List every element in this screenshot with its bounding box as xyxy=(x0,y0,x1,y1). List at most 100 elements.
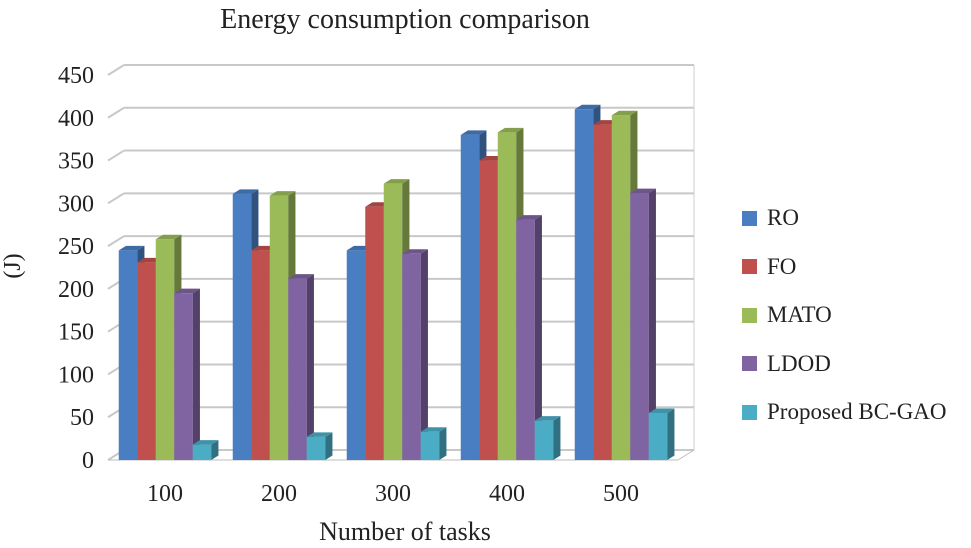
bar-top xyxy=(648,408,675,413)
legend-item: FO xyxy=(742,243,947,292)
bar-top xyxy=(155,234,182,240)
bar-front xyxy=(174,293,193,460)
legend-label: MATO xyxy=(767,302,832,328)
bar-top xyxy=(534,416,561,421)
gridline-depth xyxy=(107,149,125,162)
legend-swatch xyxy=(742,259,757,275)
y-tick-label: 100 xyxy=(58,362,94,388)
y-tick-label: 350 xyxy=(58,149,94,175)
x-tick-label: 300 xyxy=(375,481,411,507)
legend-item: RO xyxy=(742,194,947,243)
bar-front xyxy=(574,109,594,460)
legend-swatch xyxy=(742,307,757,323)
bar-front xyxy=(648,412,668,460)
bar-side xyxy=(192,288,200,460)
bar-top xyxy=(174,288,200,294)
bar-top xyxy=(497,127,524,133)
bar-top xyxy=(269,191,296,196)
y-tick-label: 300 xyxy=(58,191,94,217)
y-tick-label: 50 xyxy=(70,405,94,431)
bar-front xyxy=(534,420,554,460)
bar-ldod-400 xyxy=(516,215,542,460)
legend-label: LDOD xyxy=(767,350,831,376)
bar-front xyxy=(155,239,175,460)
bar-proposed-bc-gao-400 xyxy=(534,416,561,460)
gridline xyxy=(107,64,694,76)
x-tick-label: 100 xyxy=(147,481,183,507)
bar-top xyxy=(288,274,314,279)
gridline-depth xyxy=(107,192,125,205)
y-tick-label: 200 xyxy=(58,277,94,303)
y-tick-label: 250 xyxy=(58,234,94,260)
x-tick-label: 400 xyxy=(489,481,525,507)
y-tick-label: 450 xyxy=(58,63,94,89)
bar-front xyxy=(118,250,138,460)
bar-front xyxy=(269,195,289,460)
x-tick-label: 500 xyxy=(603,481,639,507)
gridline xyxy=(107,106,694,119)
bar-top xyxy=(383,179,410,184)
y-tick-label: 400 xyxy=(58,106,94,132)
bar-front xyxy=(232,193,252,460)
legend-swatch xyxy=(742,404,757,420)
bar-proposed-bc-gao-300 xyxy=(420,427,447,460)
legend-item: Proposed BC-GAO xyxy=(742,388,947,437)
bar-side xyxy=(534,215,542,460)
bar-top xyxy=(118,245,145,251)
bar-front xyxy=(346,250,366,460)
bar-side xyxy=(420,249,428,460)
bar-front xyxy=(365,206,384,460)
bar-top xyxy=(402,249,428,254)
bar-proposed-bc-gao-500 xyxy=(648,408,675,460)
bar-top xyxy=(516,215,542,220)
legend-label: FO xyxy=(767,253,797,279)
bar-top xyxy=(192,440,219,445)
bar-side xyxy=(306,274,314,460)
bar-top xyxy=(611,110,638,116)
bar-proposed-bc-gao-200 xyxy=(306,432,333,460)
bar-front xyxy=(137,262,156,460)
bar-front xyxy=(251,250,270,460)
gridline-depth xyxy=(107,235,125,247)
bar-front xyxy=(306,436,326,460)
bar-front xyxy=(192,444,212,460)
gridline-depth xyxy=(107,106,125,119)
bar-front xyxy=(516,219,535,460)
bar-top xyxy=(630,188,656,194)
bar-front xyxy=(420,431,440,460)
bar-front xyxy=(402,253,421,460)
legend: RO FO MATO LDOD Proposed BC-GAO xyxy=(742,194,947,437)
legend-swatch xyxy=(742,210,757,226)
legend-item: LDOD xyxy=(742,340,947,389)
bar-front xyxy=(611,115,631,460)
bar-proposed-bc-gao-100 xyxy=(192,440,219,460)
legend-label: Proposed BC-GAO xyxy=(767,399,947,425)
bar-top xyxy=(420,427,447,432)
y-tick-label: 0 xyxy=(82,448,94,474)
bar-front xyxy=(497,132,517,461)
bar-front xyxy=(593,124,612,460)
x-axis-label: Number of tasks xyxy=(319,517,491,546)
floor-right-edge xyxy=(677,449,695,461)
bar-ldod-500 xyxy=(630,188,656,461)
bar-side xyxy=(648,188,656,461)
legend-label: RO xyxy=(767,205,799,231)
chart-title: Energy consumption comparison xyxy=(220,4,590,35)
bar-ldod-200 xyxy=(288,274,314,460)
bar-front xyxy=(383,183,403,460)
x-tick-label: 200 xyxy=(261,481,297,507)
bar-front xyxy=(460,134,480,460)
bar-top xyxy=(232,189,259,194)
bar-top xyxy=(460,130,487,135)
bar-side xyxy=(211,440,219,460)
bar-ldod-100 xyxy=(174,288,200,460)
bar-side xyxy=(325,432,333,460)
legend-swatch xyxy=(742,356,757,372)
bar-top xyxy=(306,432,333,437)
bar-side xyxy=(553,416,561,460)
bar-top xyxy=(574,104,601,110)
y-axis-label: (J) xyxy=(0,253,26,278)
legend-item: MATO xyxy=(742,291,947,340)
bar-front xyxy=(479,160,498,461)
